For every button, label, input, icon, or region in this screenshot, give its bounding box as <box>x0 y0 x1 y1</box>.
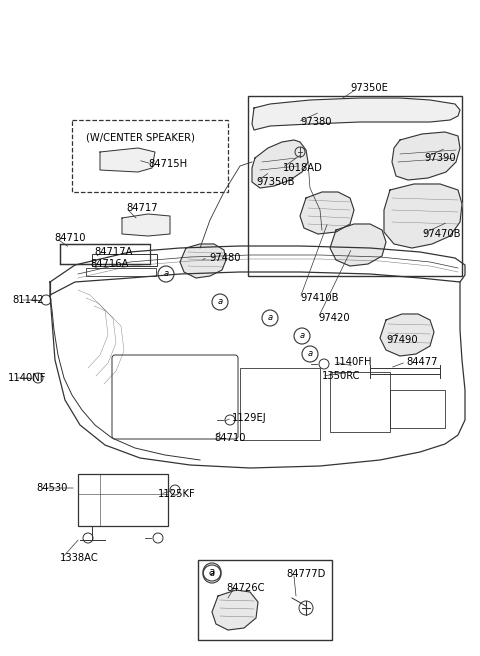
Bar <box>240 368 320 440</box>
Text: 97410B: 97410B <box>300 293 338 303</box>
Bar <box>330 372 390 432</box>
Text: 81142: 81142 <box>12 295 44 305</box>
Bar <box>92 254 157 266</box>
Text: 1140NF: 1140NF <box>8 373 47 383</box>
Text: a: a <box>163 270 168 279</box>
Bar <box>78 474 168 526</box>
Polygon shape <box>122 214 170 236</box>
Bar <box>60 244 150 264</box>
Text: a: a <box>267 314 273 323</box>
Text: 97480: 97480 <box>209 253 240 263</box>
Bar <box>198 560 332 640</box>
Text: 84715H: 84715H <box>148 159 187 169</box>
Text: a: a <box>209 569 215 579</box>
Text: a: a <box>217 298 223 306</box>
Text: 1018AD: 1018AD <box>283 163 323 173</box>
Text: 97490: 97490 <box>386 335 418 345</box>
Text: 1338AC: 1338AC <box>60 553 99 563</box>
Text: a: a <box>300 331 305 340</box>
Bar <box>390 390 445 428</box>
Text: 84530: 84530 <box>36 483 67 493</box>
Text: 97350E: 97350E <box>350 83 388 93</box>
Text: (W/CENTER SPEAKER): (W/CENTER SPEAKER) <box>86 133 195 143</box>
Polygon shape <box>330 224 386 266</box>
Text: 1125KF: 1125KF <box>158 489 196 499</box>
Text: 84710: 84710 <box>54 233 85 243</box>
Text: 84717A: 84717A <box>94 247 132 257</box>
Text: 84716A: 84716A <box>90 259 129 269</box>
Text: a: a <box>307 350 312 358</box>
Text: 97390: 97390 <box>424 153 456 163</box>
Text: 1129EJ: 1129EJ <box>232 413 266 423</box>
Polygon shape <box>252 98 460 130</box>
Polygon shape <box>392 132 460 180</box>
Polygon shape <box>300 192 354 234</box>
Text: a: a <box>209 567 215 577</box>
Polygon shape <box>252 140 308 188</box>
Polygon shape <box>380 314 434 356</box>
Polygon shape <box>384 184 462 248</box>
Polygon shape <box>180 244 226 278</box>
Text: 97380: 97380 <box>300 117 332 127</box>
Text: 84777D: 84777D <box>286 569 325 579</box>
Polygon shape <box>100 148 155 172</box>
Bar <box>86 268 156 276</box>
Text: 1140FH: 1140FH <box>334 357 372 367</box>
Text: 84726C: 84726C <box>226 583 264 593</box>
Bar <box>248 96 462 276</box>
Text: 97350B: 97350B <box>256 177 295 187</box>
Bar <box>72 120 228 192</box>
Text: 97470B: 97470B <box>422 229 460 239</box>
Text: 84717: 84717 <box>126 203 157 213</box>
Text: 84477: 84477 <box>406 357 437 367</box>
Polygon shape <box>212 590 258 630</box>
Text: 97420: 97420 <box>318 313 349 323</box>
Text: 1350RC: 1350RC <box>322 371 360 381</box>
Text: 84710: 84710 <box>214 433 245 443</box>
